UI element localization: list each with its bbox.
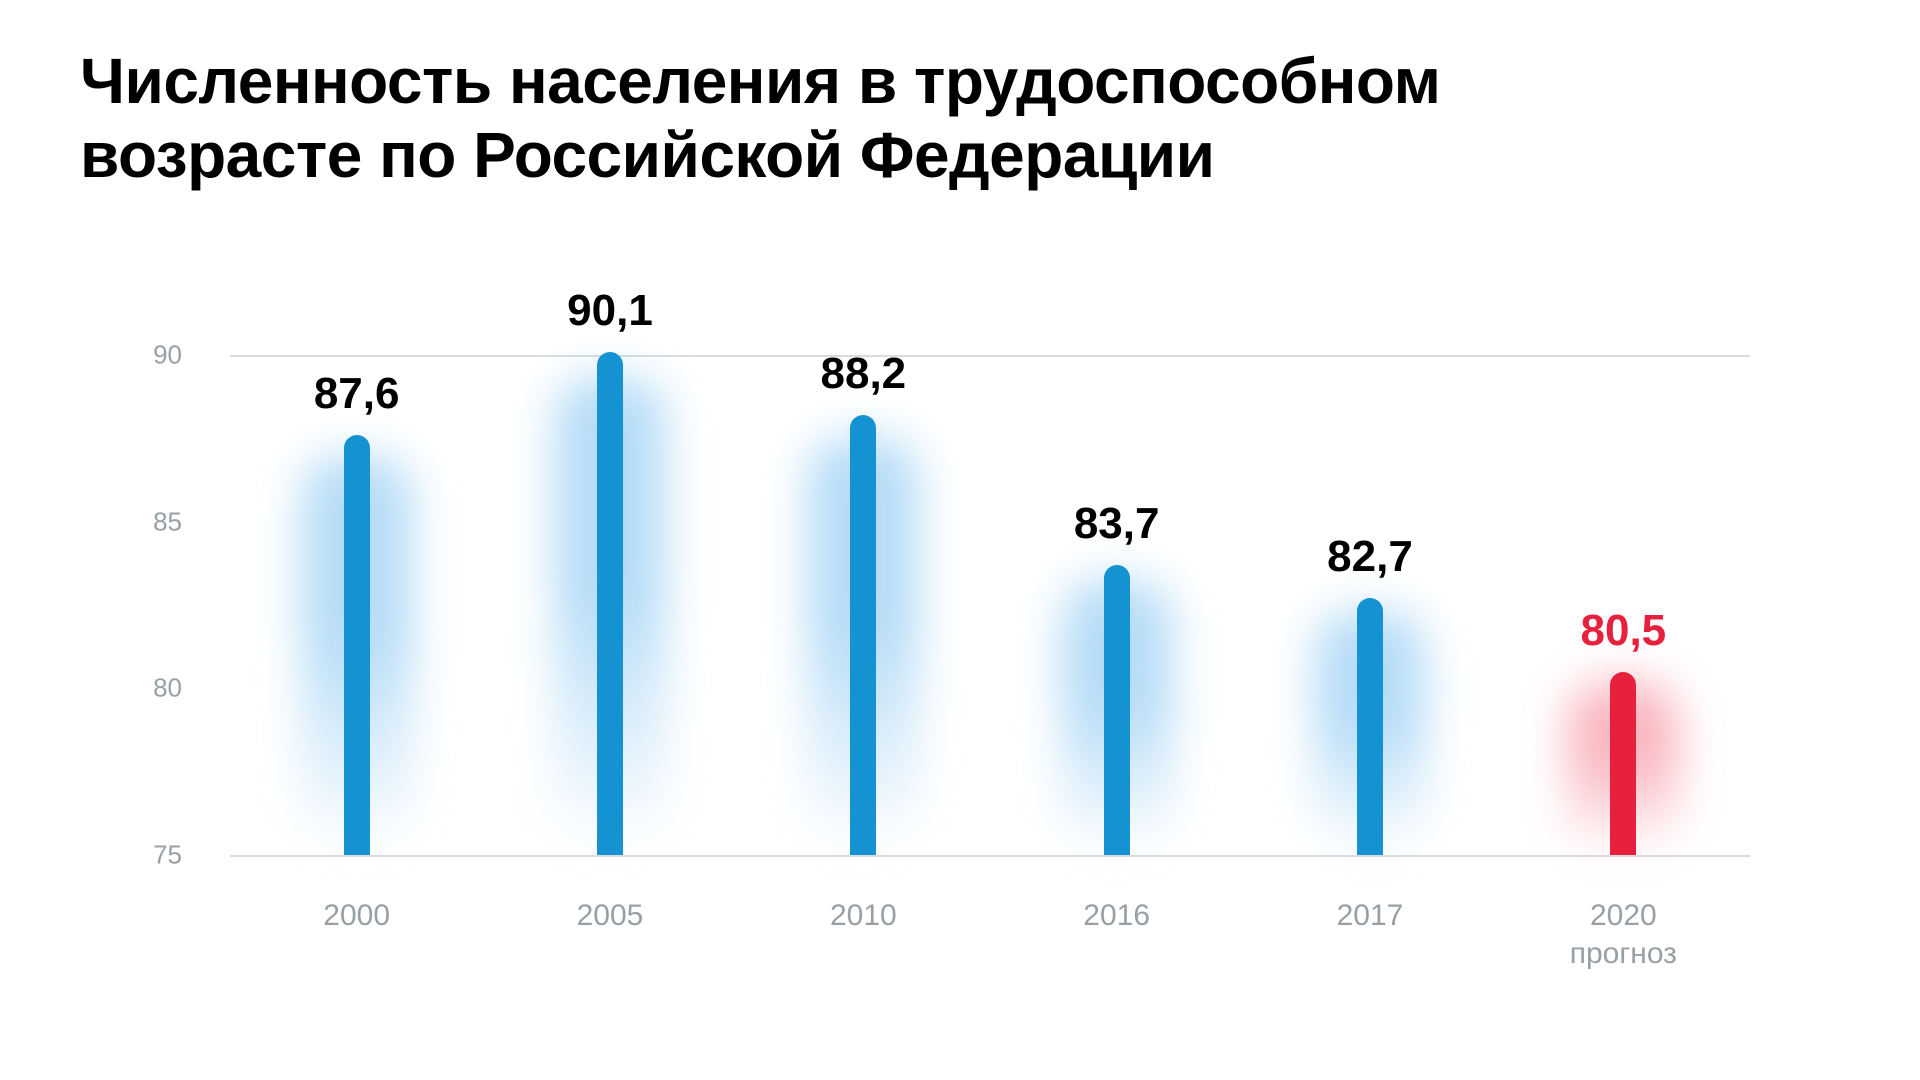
x-axis-tick: 2020 прогноз — [1570, 897, 1677, 972]
y-axis-tick: 75 — [122, 840, 182, 871]
bar-value-label: 83,7 — [1074, 499, 1160, 549]
x-axis-tick: 2005 — [577, 897, 644, 935]
gridline — [230, 355, 1750, 357]
bar — [344, 435, 370, 855]
bar — [850, 415, 876, 855]
x-axis-tick: 2010 — [830, 897, 897, 935]
bar — [1104, 565, 1130, 855]
bar-value-label: 80,5 — [1581, 606, 1667, 656]
bar-chart: 7580859087,6200090,1200588,2201083,72016… — [230, 355, 1750, 855]
bar — [1610, 672, 1636, 855]
bar-value-label: 88,2 — [821, 349, 907, 399]
bar — [1357, 598, 1383, 855]
y-axis-tick: 90 — [122, 340, 182, 371]
bar — [597, 352, 623, 855]
x-axis-tick: 2016 — [1083, 897, 1150, 935]
y-axis-tick: 85 — [122, 506, 182, 537]
x-axis-tick: 2017 — [1337, 897, 1404, 935]
x-axis-tick: 2000 — [323, 897, 390, 935]
plot-area: 7580859087,6200090,1200588,2201083,72016… — [230, 355, 1750, 855]
bar-value-label: 82,7 — [1327, 532, 1413, 582]
bar-value-label: 90,1 — [567, 286, 653, 336]
chart-title: Численность населения в трудоспособном в… — [80, 45, 1840, 192]
y-axis-tick: 80 — [122, 673, 182, 704]
gridline — [230, 855, 1750, 857]
bar-value-label: 87,6 — [314, 369, 400, 419]
